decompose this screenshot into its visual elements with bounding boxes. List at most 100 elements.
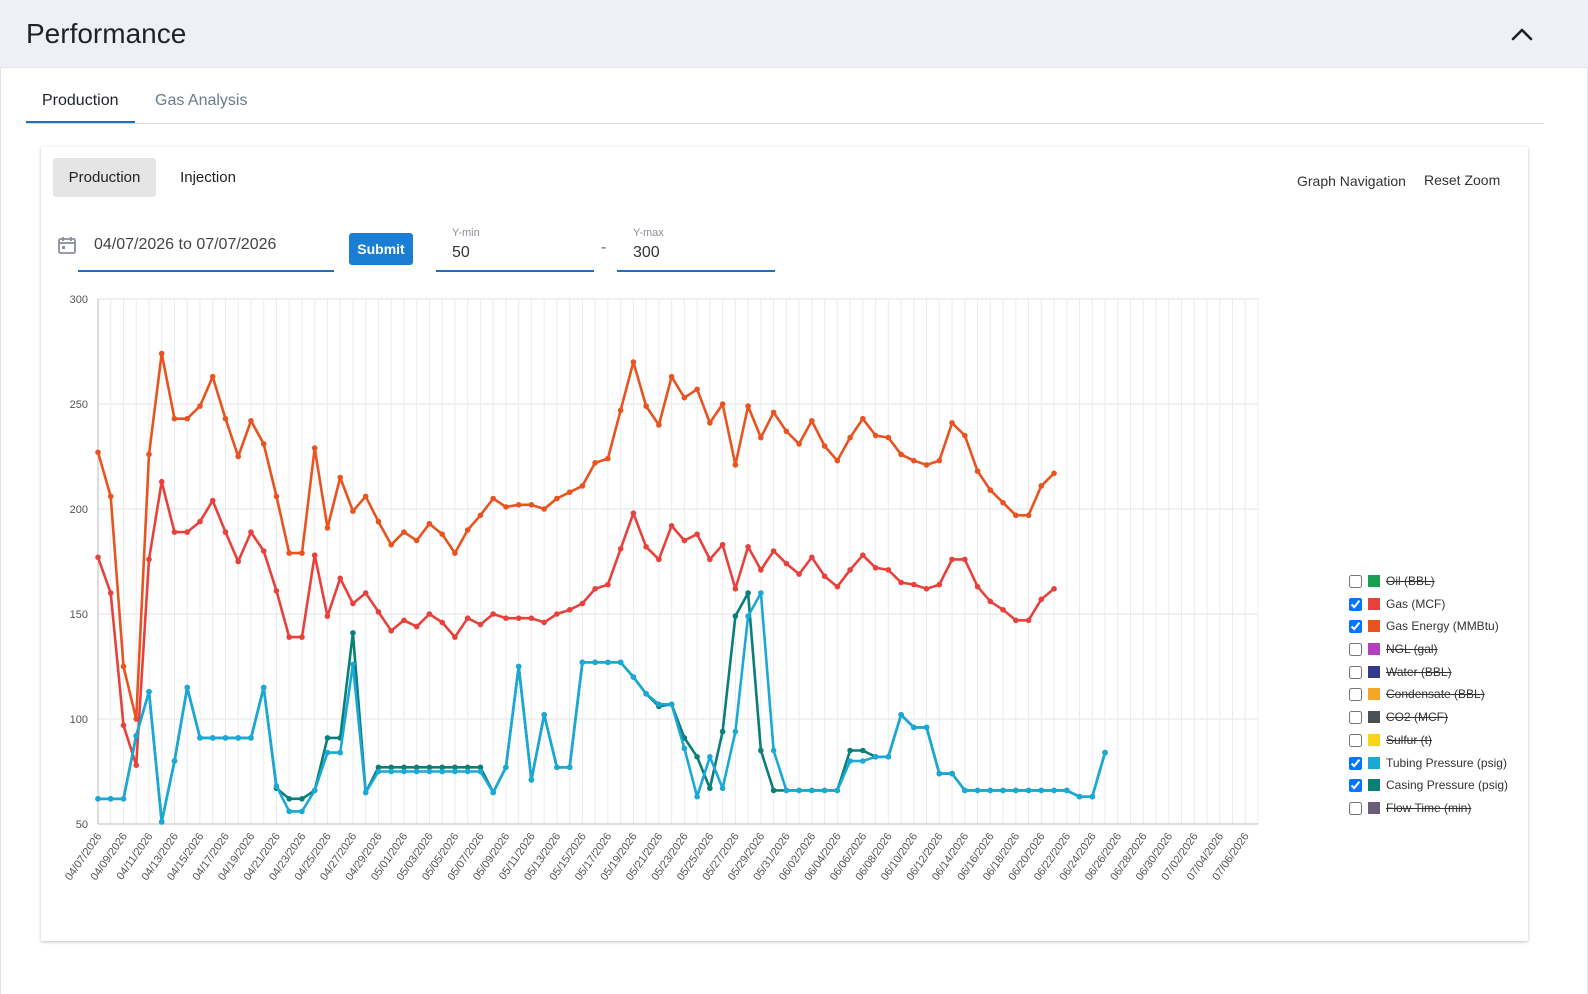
data-point-gas-energy-mmbtu[interactable] [146, 451, 152, 458]
line-chart[interactable]: 5010015020025030004/07/202604/09/202604/… [41, 287, 1281, 927]
data-point-gas-mcf[interactable] [337, 575, 343, 582]
data-point-gas-mcf[interactable] [898, 579, 904, 586]
data-point-gas-energy-mmbtu[interactable] [566, 489, 573, 495]
data-point-gas-mcf[interactable] [1051, 586, 1057, 592]
data-point-tubing-pressure-psig[interactable] [847, 758, 853, 764]
data-point-gas-mcf[interactable] [362, 590, 369, 596]
data-point-tubing-pressure-psig[interactable] [1051, 787, 1057, 794]
data-point-gas-mcf[interactable] [286, 634, 293, 640]
data-point-gas-mcf[interactable] [796, 571, 802, 577]
data-point-casing-pressure-psig[interactable] [452, 764, 458, 771]
data-point-gas-energy-mmbtu[interactable] [528, 502, 535, 508]
data-point-tubing-pressure-psig[interactable] [694, 793, 700, 800]
data-point-tubing-pressure-psig[interactable] [566, 764, 573, 771]
data-point-gas-energy-mmbtu[interactable] [1000, 499, 1006, 506]
data-point-gas-mcf[interactable] [375, 609, 382, 615]
data-point-gas-mcf[interactable] [656, 556, 662, 563]
data-point-gas-mcf[interactable] [1000, 607, 1006, 613]
data-point-gas-mcf[interactable] [962, 556, 968, 563]
ymax-input[interactable] [633, 244, 763, 262]
legend-checkbox-casing-pressure-psig[interactable] [1349, 779, 1362, 793]
data-point-gas-mcf[interactable] [821, 573, 828, 579]
data-point-tubing-pressure-psig[interactable] [452, 768, 458, 775]
data-point-gas-energy-mmbtu[interactable] [133, 716, 140, 722]
data-point-gas-mcf[interactable] [235, 558, 242, 565]
data-point-gas-energy-mmbtu[interactable] [464, 527, 471, 533]
series-line-casing-pressure-psig[interactable] [98, 591, 1107, 824]
data-point-tubing-pressure-psig[interactable] [758, 590, 764, 596]
data-point-casing-pressure-psig[interactable] [477, 764, 484, 771]
data-point-tubing-pressure-psig[interactable] [949, 770, 955, 777]
data-point-tubing-pressure-psig[interactable] [745, 613, 751, 619]
calendar-icon[interactable] [57, 235, 77, 255]
data-point-gas-mcf[interactable] [464, 615, 471, 621]
legend-checkbox-flow-time-min[interactable] [1349, 801, 1362, 815]
data-point-tubing-pressure-psig[interactable] [911, 724, 917, 731]
submit-button[interactable]: Submit [349, 233, 413, 265]
data-point-tubing-pressure-psig[interactable] [860, 758, 866, 764]
data-point-tubing-pressure-psig[interactable] [528, 777, 535, 783]
data-point-casing-pressure-psig[interactable] [324, 735, 331, 741]
data-point-gas-energy-mmbtu[interactable] [515, 502, 522, 508]
data-point-gas-energy-mmbtu[interactable] [796, 441, 802, 447]
data-point-tubing-pressure-psig[interactable] [350, 661, 356, 668]
data-point-tubing-pressure-psig[interactable] [120, 796, 127, 802]
data-point-tubing-pressure-psig[interactable] [668, 701, 675, 708]
legend-checkbox-gas-mcf[interactable] [1349, 597, 1362, 611]
data-point-gas-mcf[interactable] [477, 621, 484, 628]
data-point-gas-energy-mmbtu[interactable] [158, 350, 165, 357]
data-point-gas-mcf[interactable] [1038, 596, 1045, 603]
data-point-tubing-pressure-psig[interactable] [273, 783, 280, 789]
ymin-input[interactable] [452, 244, 582, 262]
legend-checkbox-oil-bbl[interactable] [1349, 575, 1362, 588]
data-point-casing-pressure-psig[interactable] [719, 728, 726, 735]
data-point-gas-energy-mmbtu[interactable] [834, 457, 841, 464]
data-point-gas-mcf[interactable] [197, 518, 203, 525]
data-point-gas-mcf[interactable] [630, 510, 637, 516]
tab-production[interactable]: Production [26, 80, 135, 123]
data-point-gas-energy-mmbtu[interactable] [694, 386, 700, 393]
data-point-tubing-pressure-psig[interactable] [324, 749, 331, 756]
data-point-gas-energy-mmbtu[interactable] [630, 359, 637, 365]
data-point-gas-mcf[interactable] [299, 634, 305, 640]
data-point-tubing-pressure-psig[interactable] [107, 796, 114, 802]
data-point-gas-mcf[interactable] [146, 556, 152, 563]
data-point-gas-energy-mmbtu[interactable] [617, 407, 624, 414]
data-point-gas-energy-mmbtu[interactable] [273, 493, 280, 500]
data-point-gas-mcf[interactable] [324, 613, 331, 619]
series-line-gas-mcf[interactable] [96, 480, 1055, 767]
data-point-gas-energy-mmbtu[interactable] [1038, 483, 1045, 489]
data-point-tubing-pressure-psig[interactable] [311, 787, 318, 794]
data-point-gas-energy-mmbtu[interactable] [541, 506, 547, 512]
data-point-tubing-pressure-psig[interactable] [974, 787, 981, 794]
data-point-gas-mcf[interactable] [273, 588, 280, 594]
data-point-gas-energy-mmbtu[interactable] [719, 401, 726, 407]
data-point-tubing-pressure-psig[interactable] [464, 768, 471, 775]
data-point-gas-mcf[interactable] [248, 529, 254, 535]
data-point-casing-pressure-psig[interactable] [860, 747, 866, 754]
legend-checkbox-sulfur-t[interactable] [1349, 733, 1362, 747]
data-point-gas-mcf[interactable] [745, 544, 751, 550]
data-point-gas-energy-mmbtu[interactable] [821, 443, 828, 449]
data-point-gas-energy-mmbtu[interactable] [299, 550, 305, 556]
data-point-casing-pressure-psig[interactable] [439, 764, 445, 771]
data-point-gas-energy-mmbtu[interactable] [987, 487, 994, 493]
data-point-gas-mcf[interactable] [171, 529, 178, 535]
data-point-tubing-pressure-psig[interactable] [962, 787, 968, 794]
data-point-gas-energy-mmbtu[interactable] [388, 541, 394, 548]
data-point-gas-mcf[interactable] [222, 529, 229, 535]
data-point-tubing-pressure-psig[interactable] [643, 691, 649, 697]
series-line-tubing-pressure-psig[interactable] [98, 591, 1107, 824]
data-point-tubing-pressure-psig[interactable] [1063, 787, 1070, 794]
data-point-gas-energy-mmbtu[interactable] [171, 415, 178, 422]
data-point-gas-mcf[interactable] [95, 554, 101, 561]
data-point-tubing-pressure-psig[interactable] [133, 733, 140, 739]
data-point-casing-pressure-psig[interactable] [401, 764, 407, 771]
data-point-gas-energy-mmbtu[interactable] [197, 403, 203, 409]
data-point-tubing-pressure-psig[interactable] [834, 787, 841, 794]
data-point-gas-energy-mmbtu[interactable] [605, 455, 611, 462]
data-point-gas-energy-mmbtu[interactable] [783, 428, 790, 435]
data-point-tubing-pressure-psig[interactable] [1076, 793, 1083, 800]
data-point-gas-mcf[interactable] [681, 537, 688, 544]
data-point-tubing-pressure-psig[interactable] [337, 749, 343, 756]
